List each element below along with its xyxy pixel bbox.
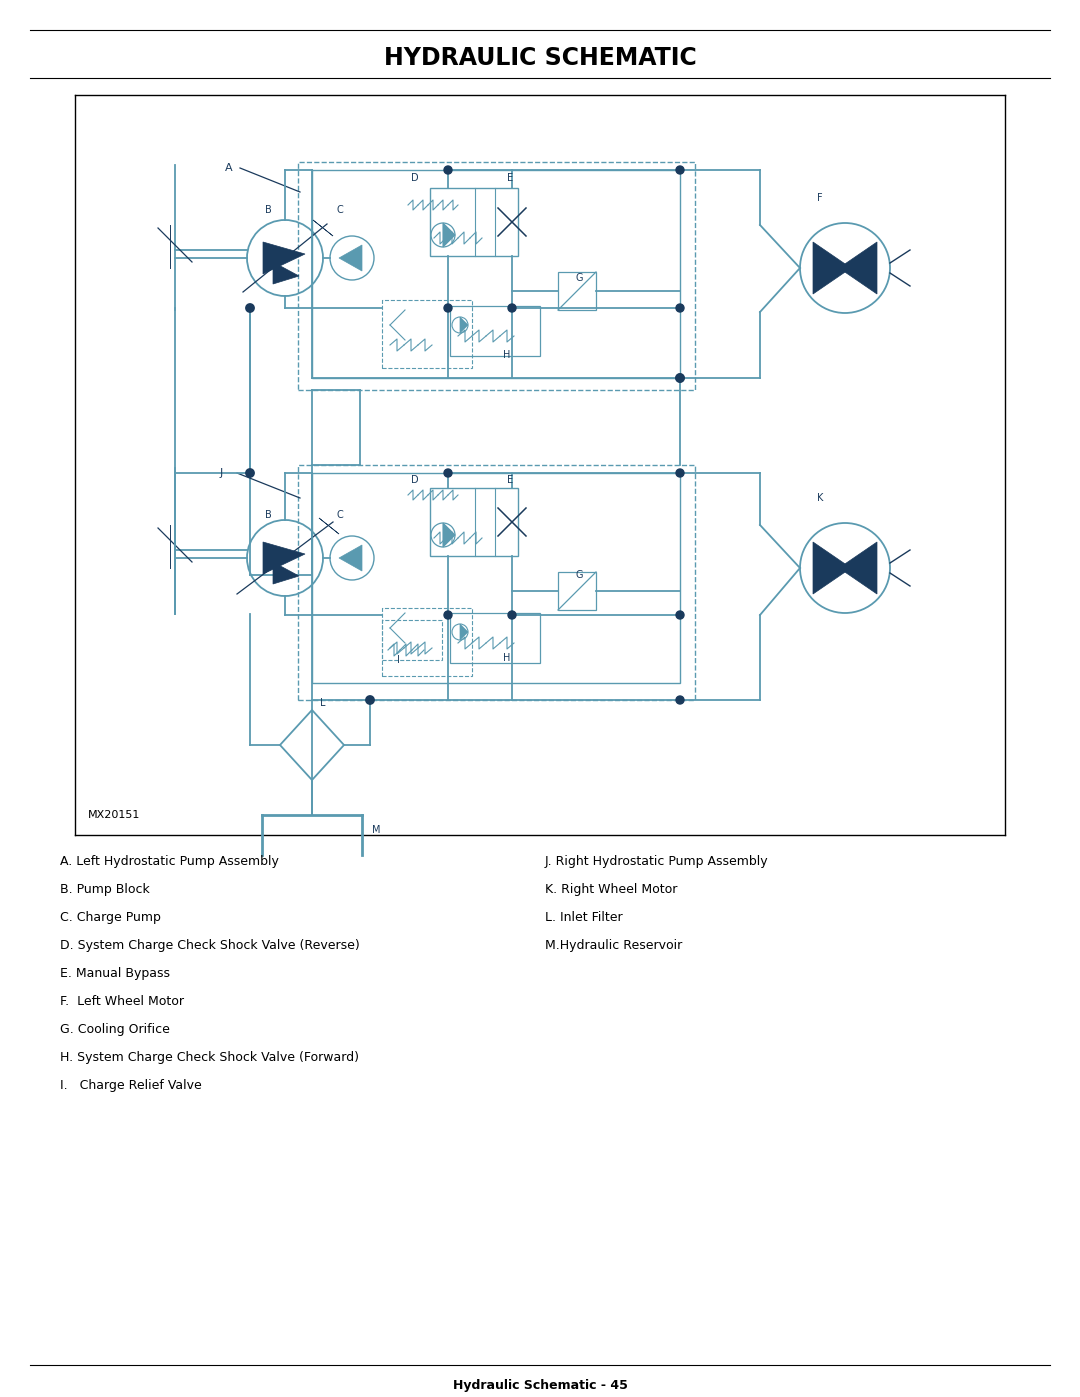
Polygon shape (264, 542, 305, 574)
Circle shape (246, 469, 254, 476)
Text: H: H (503, 351, 511, 360)
Polygon shape (813, 242, 851, 293)
Text: L: L (320, 698, 325, 708)
Text: E: E (507, 173, 513, 183)
Bar (558, 272, 596, 310)
Text: A: A (225, 163, 232, 173)
Text: J: J (220, 468, 224, 478)
Polygon shape (273, 263, 299, 284)
Text: M: M (372, 826, 380, 835)
Text: K: K (816, 493, 823, 503)
Text: B: B (265, 205, 271, 215)
Bar (450, 306, 540, 356)
Bar (312, 170, 680, 379)
Text: G: G (575, 570, 582, 580)
Bar (450, 613, 540, 664)
Circle shape (508, 610, 516, 619)
Polygon shape (313, 219, 333, 236)
Polygon shape (264, 242, 305, 274)
Text: D. System Charge Check Shock Valve (Reverse): D. System Charge Check Shock Valve (Reve… (60, 939, 360, 951)
Bar (382, 300, 472, 367)
Text: J. Right Hydrostatic Pump Assembly: J. Right Hydrostatic Pump Assembly (545, 855, 769, 868)
Text: D: D (411, 475, 419, 485)
Bar (312, 474, 680, 683)
Bar (298, 162, 696, 390)
Text: D: D (411, 173, 419, 183)
Bar (430, 189, 518, 256)
Polygon shape (443, 224, 455, 247)
Bar (382, 620, 442, 659)
Circle shape (508, 305, 516, 312)
Polygon shape (273, 562, 299, 584)
Text: G. Cooling Orifice: G. Cooling Orifice (60, 1023, 170, 1037)
Polygon shape (839, 542, 877, 594)
Text: L. Inlet Filter: L. Inlet Filter (545, 911, 623, 923)
Text: E: E (507, 475, 513, 485)
Bar (558, 571, 596, 610)
Text: H: H (503, 652, 511, 664)
Circle shape (444, 610, 453, 619)
Text: I.   Charge Relief Valve: I. Charge Relief Valve (60, 1078, 202, 1092)
Circle shape (676, 374, 684, 381)
Bar (382, 608, 472, 676)
Circle shape (676, 374, 684, 381)
Circle shape (246, 305, 254, 312)
Text: B. Pump Block: B. Pump Block (60, 883, 150, 895)
Circle shape (676, 305, 684, 312)
Polygon shape (839, 242, 877, 293)
Circle shape (676, 469, 684, 476)
Text: HYDRAULIC SCHEMATIC: HYDRAULIC SCHEMATIC (383, 46, 697, 70)
Circle shape (676, 166, 684, 175)
Circle shape (676, 610, 684, 619)
Text: K. Right Wheel Motor: K. Right Wheel Motor (545, 883, 677, 895)
Text: Hydraulic Schematic - 45: Hydraulic Schematic - 45 (453, 1379, 627, 1391)
Text: M.Hydraulic Reservoir: M.Hydraulic Reservoir (545, 939, 683, 951)
Circle shape (444, 305, 453, 312)
Polygon shape (443, 522, 455, 548)
Polygon shape (813, 542, 851, 594)
Circle shape (676, 696, 684, 704)
Polygon shape (460, 317, 468, 332)
Text: C: C (337, 510, 343, 520)
Text: E. Manual Bypass: E. Manual Bypass (60, 967, 170, 981)
Text: F: F (818, 193, 823, 203)
Bar (430, 488, 518, 556)
Polygon shape (319, 518, 339, 534)
Polygon shape (339, 545, 362, 571)
Polygon shape (339, 244, 362, 271)
Text: F.  Left Wheel Motor: F. Left Wheel Motor (60, 995, 184, 1009)
Bar (298, 465, 696, 700)
Text: C. Charge Pump: C. Charge Pump (60, 911, 161, 923)
Text: B: B (265, 510, 271, 520)
Circle shape (366, 696, 374, 704)
Text: I: I (396, 655, 400, 665)
Text: C: C (337, 205, 343, 215)
Circle shape (444, 166, 453, 175)
Text: A. Left Hydrostatic Pump Assembly: A. Left Hydrostatic Pump Assembly (60, 855, 279, 868)
Polygon shape (460, 624, 468, 640)
Text: H. System Charge Check Shock Valve (Forward): H. System Charge Check Shock Valve (Forw… (60, 1051, 359, 1065)
Text: G: G (575, 272, 582, 284)
Circle shape (444, 469, 453, 476)
Text: MX20151: MX20151 (87, 810, 140, 820)
